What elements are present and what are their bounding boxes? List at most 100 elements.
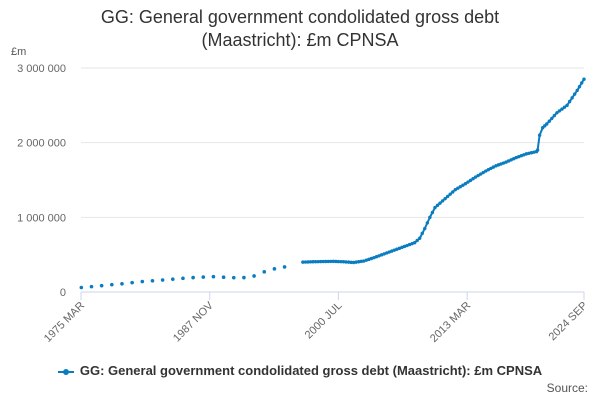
data-point	[339, 259, 343, 264]
data-point	[301, 260, 305, 264]
data-point-annual	[211, 274, 216, 279]
data-point	[438, 201, 442, 205]
data-point	[321, 259, 325, 264]
data-point	[509, 158, 513, 162]
data-point	[545, 122, 549, 126]
data-point-annual	[150, 279, 155, 283]
data-point	[448, 192, 452, 196]
data-point	[577, 84, 582, 89]
data-point	[349, 260, 353, 265]
data-point	[481, 170, 485, 175]
data-point	[463, 182, 468, 186]
data-point	[570, 96, 574, 100]
data-point	[552, 113, 557, 118]
data-point-annual	[130, 280, 134, 285]
data-point	[456, 186, 460, 190]
data-point	[359, 259, 363, 264]
data-point	[476, 173, 480, 178]
data-point	[423, 226, 427, 231]
data-point-annual	[120, 281, 124, 286]
legend-series-marker	[57, 368, 74, 375]
data-point	[453, 188, 457, 192]
chart-title-line-2: (Maastricht): £m CPNSA	[201, 30, 399, 50]
data-point	[428, 215, 432, 220]
data-point	[326, 259, 330, 264]
data-point	[351, 260, 356, 265]
data-point	[313, 260, 318, 264]
data-point-annual	[181, 276, 185, 281]
data-point	[567, 99, 572, 104]
data-point	[443, 196, 447, 201]
data-point	[537, 133, 542, 137]
data-point	[491, 165, 496, 169]
data-point	[415, 238, 419, 243]
data-point	[562, 105, 567, 109]
data-point	[461, 183, 465, 187]
x-tick-label: 2000 JUL	[303, 300, 345, 342]
data-point	[430, 210, 435, 215]
y-tick-label: 0	[60, 287, 66, 299]
data-point	[527, 151, 531, 156]
data-point-annual	[89, 284, 94, 289]
data-point	[329, 259, 333, 264]
data-point	[506, 159, 511, 163]
data-point	[420, 231, 424, 236]
series-line	[302, 78, 585, 264]
data-point	[303, 260, 308, 264]
data-point	[318, 259, 323, 264]
data-point-annual	[79, 285, 84, 290]
data-point	[486, 168, 491, 172]
data-point-annual	[201, 275, 206, 279]
data-point	[555, 111, 559, 115]
data-point	[466, 180, 470, 184]
data-point-annual	[262, 270, 267, 274]
data-point	[532, 150, 536, 154]
data-point	[336, 259, 341, 264]
x-tick-label: 2013 MAR	[428, 300, 473, 345]
data-point	[473, 175, 478, 179]
chart-title: GG: General government condolidated gros…	[0, 6, 600, 52]
data-point	[324, 259, 328, 264]
data-point-annual	[252, 274, 256, 278]
data-point-annual	[282, 265, 287, 269]
x-tick-label: 1975 MAR	[42, 300, 87, 345]
data-point	[550, 116, 554, 121]
data-point	[547, 119, 551, 123]
data-point	[535, 148, 540, 152]
data-point	[575, 88, 579, 93]
chart-title-line-1: GG: General government condolidated gros…	[100, 7, 500, 27]
data-point	[580, 81, 584, 85]
data-point-annual	[191, 275, 195, 280]
data-point	[445, 194, 450, 199]
data-point	[433, 205, 437, 210]
y-tick-label: 1 000 000	[17, 212, 66, 224]
x-tick-label: 2024 SEP	[547, 300, 591, 344]
data-point	[560, 107, 564, 111]
data-point	[478, 172, 483, 176]
y-axis-label: £m	[11, 46, 26, 58]
data-point-annual	[140, 279, 145, 284]
data-point-annual	[272, 267, 277, 271]
data-point	[504, 160, 508, 164]
data-point	[334, 259, 338, 264]
source-label: Source:	[546, 381, 588, 395]
data-point	[341, 260, 346, 264]
data-point	[331, 259, 336, 264]
data-point	[354, 260, 358, 264]
data-point	[435, 203, 440, 208]
data-point	[425, 221, 430, 225]
data-point	[311, 260, 315, 264]
data-point	[308, 260, 313, 264]
data-point-annual	[110, 282, 114, 287]
data-point	[412, 241, 417, 245]
data-point	[582, 77, 586, 81]
data-point-annual	[231, 275, 236, 280]
data-point	[524, 152, 529, 156]
data-point	[306, 260, 310, 264]
data-point	[557, 109, 562, 113]
legend[interactable]: GG: General government condolidated gros…	[0, 363, 600, 378]
data-point	[565, 103, 569, 108]
data-point	[572, 92, 577, 96]
x-tick-label: 1987 NOV	[171, 299, 216, 344]
